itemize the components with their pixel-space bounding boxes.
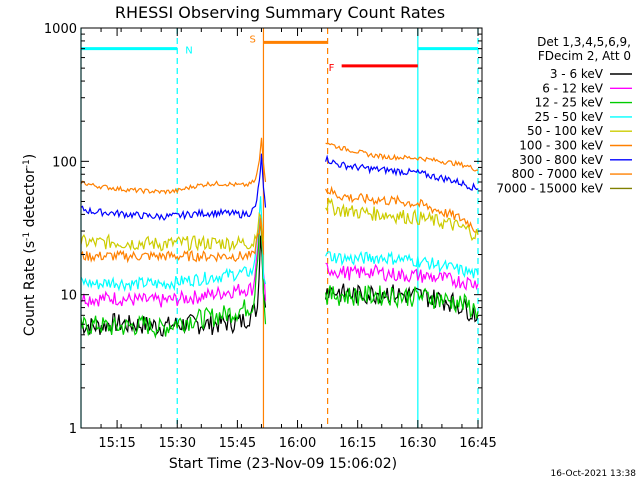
- legend-label: 12 - 25 keV: [535, 96, 604, 110]
- y-axis-label-sup1: -1: [22, 232, 32, 241]
- y-axis-label-end: ): [22, 154, 38, 159]
- legend-label: 7000 - 15000 keV: [496, 181, 603, 195]
- legend-label: 6 - 12 keV: [542, 81, 604, 95]
- series-line-late-5: [325, 262, 479, 291]
- axes: 15:15 15:30 15:45 16:00 16:15 16:30 16:45 1 10 10…: [44, 22, 497, 451]
- series-line-3: [80, 196, 267, 292]
- x-axis-label: Start Time (23-Nov-09 15:06:02): [169, 456, 397, 472]
- y-tick-label: 10: [60, 289, 77, 304]
- footer-date: 16-Oct-2021 13:38: [551, 469, 637, 479]
- y-axis-label-main: Count Rate (s: [22, 241, 38, 336]
- x-tick-label: 16:30: [399, 436, 436, 451]
- legend-label: 25 - 50 keV: [535, 110, 604, 124]
- y-axis-label-sup2: -1: [22, 159, 32, 168]
- series-line-late-0: [325, 154, 479, 191]
- series-line-6: [80, 153, 267, 221]
- legend-label: 300 - 800 keV: [519, 153, 603, 167]
- y-tick-label: 100: [52, 155, 77, 170]
- legend-label: 50 - 100 keV: [527, 124, 604, 138]
- legend-header: FDecim 2, Att 0: [538, 49, 631, 63]
- flare-label: F: [329, 63, 335, 74]
- y-tick-label: 1: [69, 422, 77, 437]
- axes-frame: [80, 27, 483, 429]
- y-axis-label: Count Rate (s-1 detector-1): [22, 154, 38, 336]
- legend-header: Det 1,3,4,5,6,9,: [537, 35, 631, 49]
- y-tick-label: 1000: [44, 22, 77, 37]
- x-tick-label: 16:45: [459, 436, 496, 451]
- legend-label: 3 - 6 keV: [550, 67, 604, 81]
- series-line-2: [80, 218, 267, 340]
- x-tick-label: 15:45: [219, 436, 256, 451]
- x-tick-label: 15:30: [159, 436, 196, 451]
- series-line-late-1: [325, 142, 478, 172]
- series-line-late-3: [325, 197, 479, 242]
- series-line-late-6: [325, 283, 479, 323]
- x-tick-label: 15:15: [98, 436, 135, 451]
- series-line-late-7: [325, 284, 479, 319]
- series-line-late-4: [325, 250, 479, 279]
- legend: Det 1,3,4,5,6,9,FDecim 2, Att 0 3 - 6 keV…: [496, 35, 632, 195]
- series-line-late-2: [325, 185, 479, 233]
- y-axis-label-mid: detector: [22, 168, 38, 232]
- series-line-1: [80, 214, 267, 308]
- series-line-4: [80, 212, 265, 253]
- x-tick-label: 16:15: [339, 436, 376, 451]
- x-tick-label: 16:00: [279, 436, 316, 451]
- plot-area: N S F: [80, 28, 479, 428]
- night-label: N: [185, 46, 192, 57]
- chart-title: RHESSI Observing Summary Count Rates: [115, 3, 445, 22]
- legend-label: 100 - 300 keV: [519, 139, 603, 153]
- legend-label: 800 - 7000 keV: [512, 167, 604, 181]
- series-line-5: [80, 218, 265, 264]
- saa-label: S: [249, 34, 255, 45]
- series-line-7: [80, 137, 267, 195]
